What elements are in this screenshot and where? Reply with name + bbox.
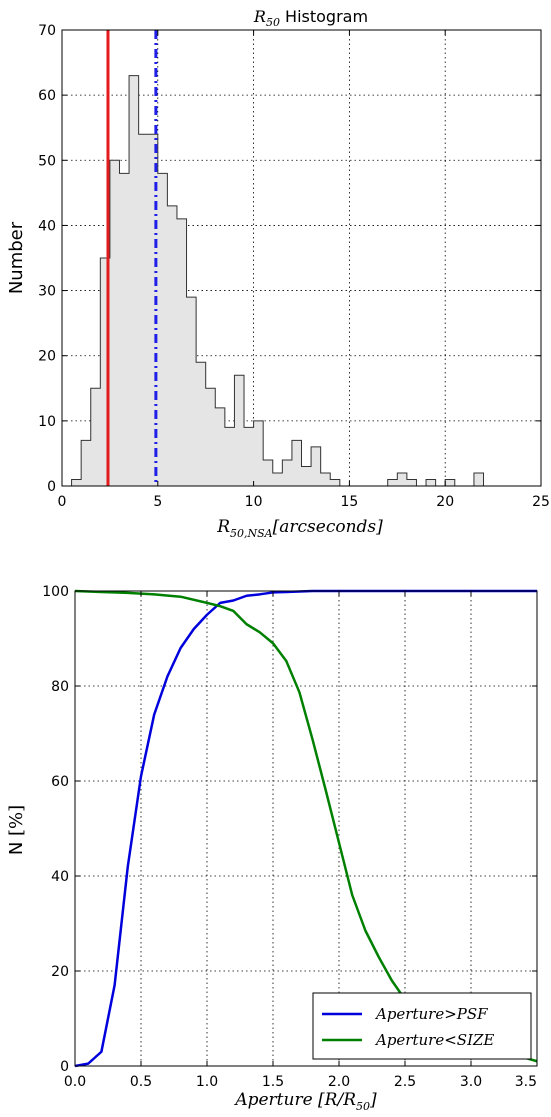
- legend: Aperture>PSF Aperture<SIZE: [312, 992, 532, 1060]
- legend-box: [312, 992, 532, 1060]
- y-tick-label: 100: [42, 584, 69, 600]
- aperture-x-axis-label: Aperture [R/R50]: [233, 1090, 377, 1113]
- histogram-grid: [62, 30, 541, 486]
- y-tick-label: 40: [38, 218, 56, 234]
- y-tick-label: 60: [38, 88, 56, 104]
- y-tick-label: 70: [38, 23, 56, 39]
- y-tick-label: 20: [51, 964, 69, 980]
- y-tick-label: 60: [51, 774, 69, 790]
- x-tick-label: 10: [245, 494, 263, 510]
- x-tick-label: 3.0: [460, 1074, 482, 1090]
- x-tick-label: 2.0: [328, 1074, 350, 1090]
- x-tick-label: 15: [340, 494, 358, 510]
- aperture-grid: [75, 591, 537, 1066]
- histogram-outline: [71, 75, 494, 487]
- x-tick-label: 0.0: [64, 1074, 86, 1090]
- histogram-frame: [61, 29, 542, 487]
- x-tick-label: 2.5: [394, 1074, 416, 1090]
- aperture-chart: 0.0 0.5 1.0 1.5 2.0 2.5 3.0 3.5 0 20 40 60 80 100 N …: [6, 584, 538, 1113]
- x-tick-label: 3.5: [515, 1074, 537, 1090]
- histogram-chart: R50 Histogram 0 5 10 15 20 25 0 10 20 30 40 50 60 70…: [6, 7, 550, 540]
- y-tick-label: 40: [51, 869, 69, 885]
- histogram-y-ticks: 0 10 20 30 40 50 60 70: [38, 23, 541, 495]
- x-tick-label: 1.0: [196, 1074, 218, 1090]
- y-tick-label: 30: [38, 284, 56, 300]
- y-tick-label: 0: [47, 479, 56, 495]
- series-line-aperture-size: [74, 589, 538, 1063]
- y-tick-label: 20: [38, 349, 56, 365]
- aperture-y-axis-label: N [%]: [6, 805, 27, 855]
- histogram-y-axis-label: Number: [6, 221, 27, 294]
- x-tick-label: 25: [532, 494, 550, 510]
- aperture-x-ticks: 0.0 0.5 1.0 1.5 2.0 2.5 3.0 3.5: [64, 591, 538, 1090]
- aperture-frame: [74, 590, 538, 1067]
- histogram-reference-lines: [106, 30, 158, 486]
- legend-label-aperture-psf: Aperture>PSF: [374, 1005, 488, 1023]
- histogram-x-ticks: 0 5 10 15 20 25: [58, 30, 550, 510]
- x-tick-label: 0: [58, 494, 67, 510]
- histogram-bars: [71, 75, 494, 487]
- x-tick-label: 0.5: [130, 1074, 152, 1090]
- y-tick-label: 10: [38, 414, 56, 430]
- x-tick-label: 5: [153, 494, 162, 510]
- y-tick-label: 80: [51, 679, 69, 695]
- legend-label-aperture-size: Aperture<SIZE: [374, 1031, 494, 1049]
- y-tick-label: 50: [38, 153, 56, 169]
- y-tick-label: 0: [60, 1059, 69, 1075]
- histogram-title: R50 Histogram: [253, 7, 368, 29]
- x-tick-label: 1.5: [262, 1074, 284, 1090]
- x-tick-label: 20: [436, 494, 454, 510]
- histogram-x-axis-label: R50,NSA[arcseconds]: [216, 517, 383, 540]
- aperture-y-ticks: 0 20 40 60 80 100: [42, 584, 537, 1075]
